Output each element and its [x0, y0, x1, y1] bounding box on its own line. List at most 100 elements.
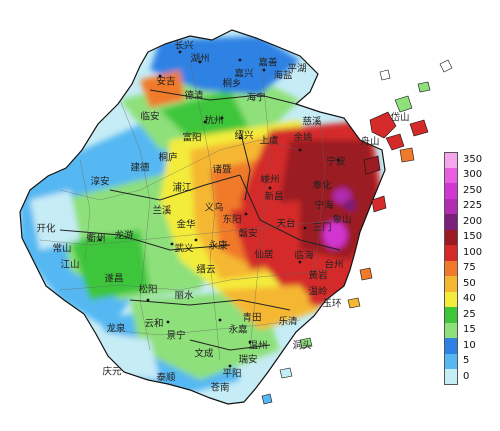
city-label: 桐庐	[158, 152, 178, 164]
city-label: 龙游	[114, 230, 134, 242]
legend-label: 300	[463, 169, 483, 181]
city-label: 宁波	[326, 156, 346, 168]
legend-swatch	[444, 291, 458, 307]
city-label: 云和	[144, 318, 164, 330]
legend-label: 200	[463, 215, 483, 227]
city-label: 东阳	[222, 214, 242, 226]
legend-swatch	[444, 307, 458, 323]
city-label: 余姚	[293, 132, 313, 144]
city-label: 慈溪	[302, 116, 322, 128]
city-label: 兰溪	[152, 205, 172, 217]
legend-label: 10	[463, 339, 476, 351]
city-label: 庆元	[102, 366, 122, 378]
city-label: 衢州	[86, 233, 106, 245]
legend-swatch	[444, 322, 458, 338]
city-label: 黄岩	[308, 270, 328, 282]
city-label: 建德	[130, 162, 150, 174]
city-label: 常山	[52, 243, 72, 255]
city-label: 景宁	[166, 330, 186, 342]
city-label: 松阳	[138, 284, 158, 296]
legend-label: 25	[463, 308, 476, 320]
legend-swatch	[444, 245, 458, 261]
legend-label: 350	[463, 153, 483, 165]
legend-label: 50	[463, 277, 476, 289]
legend-swatch	[444, 167, 458, 183]
city-label: 文成	[194, 348, 214, 360]
city-label: 岱山	[390, 112, 410, 124]
city-label: 安吉	[156, 76, 176, 88]
city-label: 嘉兴	[234, 68, 254, 80]
city-label: 象山	[332, 214, 352, 226]
city-label: 玉环	[322, 298, 342, 310]
city-label: 临海	[294, 250, 314, 262]
city-label: 淳安	[90, 176, 110, 188]
city-label: 富阳	[182, 132, 202, 144]
legend-swatch	[444, 152, 458, 168]
city-label: 乐清	[278, 316, 298, 328]
legend-label: 75	[463, 262, 476, 274]
city-label: 瑞安	[238, 354, 258, 366]
legend-swatch	[444, 369, 458, 385]
city-label: 洞头	[292, 340, 312, 352]
city-label: 桐乡	[222, 78, 242, 90]
city-label: 江山	[60, 259, 80, 271]
city-label: 宁海	[314, 200, 334, 212]
legend-label: 0	[463, 370, 470, 382]
city-label: 奉化	[312, 180, 332, 192]
legend-label: 250	[463, 184, 483, 196]
city-label: 磐安	[238, 228, 258, 240]
city-label: 开化	[36, 223, 56, 235]
city-label: 永康	[208, 240, 228, 252]
city-label: 平湖	[287, 63, 307, 75]
legend-label: 5	[463, 355, 470, 367]
city-label: 永嘉	[228, 324, 248, 336]
city-label: 临安	[140, 111, 160, 123]
city-label: 缙云	[196, 264, 216, 276]
city-label: 武义	[174, 243, 194, 255]
city-label: 龙泉	[106, 323, 126, 335]
legend-swatch	[444, 214, 458, 230]
city-label: 青田	[242, 312, 262, 324]
legend-label: 15	[463, 324, 476, 336]
city-label: 金华	[176, 219, 196, 231]
city-label: 杭州	[204, 115, 224, 127]
city-label: 诸暨	[212, 164, 232, 176]
city-label: 海盐	[273, 70, 293, 82]
legend-swatch	[444, 183, 458, 199]
legend-label: 40	[463, 293, 476, 305]
city-label: 上虞	[259, 135, 279, 147]
city-label: 浦江	[172, 182, 192, 194]
city-label: 丽水	[174, 290, 194, 302]
legend-swatch	[444, 229, 458, 245]
islands	[261, 59, 453, 405]
city-label: 海宁	[246, 92, 266, 104]
city-label: 遂昌	[104, 273, 124, 285]
city-label: 义乌	[204, 202, 224, 214]
city-label: 温岭	[308, 286, 328, 298]
city-label: 湖州	[190, 53, 210, 65]
city-label: 新昌	[264, 191, 284, 203]
county-markers	[98, 50, 340, 368]
legend-label: 100	[463, 246, 483, 258]
city-label: 舟山	[360, 136, 380, 148]
city-label: 仙居	[254, 249, 274, 261]
city-label: 嘉善	[258, 57, 278, 69]
legend-label: 225	[463, 200, 483, 212]
legend-label: 150	[463, 231, 483, 243]
city-label: 绍兴	[234, 130, 254, 142]
legend-swatch	[444, 338, 458, 354]
city-label: 平阳	[222, 368, 242, 380]
city-label: 台州	[324, 259, 344, 271]
city-label: 德清	[184, 90, 204, 102]
legend-swatch	[444, 353, 458, 369]
legend-swatch	[444, 260, 458, 276]
legend-swatch	[444, 276, 458, 292]
legend-swatch	[444, 198, 458, 214]
city-label: 天台	[276, 218, 296, 230]
city-label: 三门	[312, 222, 332, 234]
city-label: 泰顺	[156, 372, 176, 384]
city-label: 长兴	[174, 40, 194, 52]
city-label: 温州	[248, 340, 268, 352]
